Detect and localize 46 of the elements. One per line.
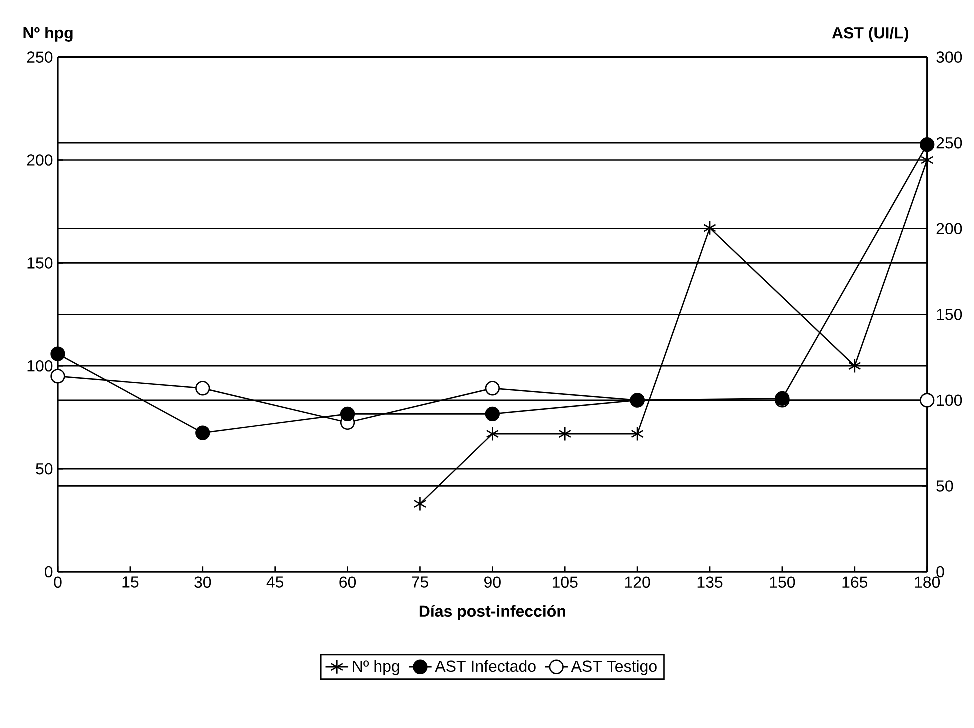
y2-tick-label: 100 — [937, 394, 962, 406]
x-tick-label: 45 — [266, 576, 284, 588]
point — [196, 381, 210, 396]
x-tick-label: 150 — [770, 576, 796, 588]
legend-label: AST Infectado — [435, 660, 536, 672]
y-tick-label: 50 — [36, 463, 53, 475]
y-axis-title: Nº hpg — [24, 26, 73, 42]
point — [848, 358, 862, 374]
y-tick-label: 200 — [27, 154, 53, 166]
y-tick-label: 100 — [28, 360, 53, 372]
x-tick-label: 120 — [625, 576, 650, 588]
y2-tick-label: 0 — [936, 566, 944, 578]
y2-tick-label: 50 — [936, 480, 954, 492]
x-tick-label: 180 — [915, 576, 940, 588]
x-tick-label: 15 — [122, 576, 139, 588]
point — [558, 426, 572, 442]
point — [340, 406, 356, 422]
legend-label: Nº hpg — [353, 660, 400, 676]
x-tick-label: 90 — [484, 576, 501, 588]
point — [631, 426, 644, 442]
x-tick-label: 75 — [412, 576, 428, 588]
x-tick-label: 30 — [194, 576, 212, 588]
point — [920, 137, 935, 152]
x-tick-label: 105 — [552, 576, 578, 588]
point — [485, 381, 500, 396]
point — [50, 346, 66, 362]
point — [196, 426, 210, 440]
x-axis-title: Días post-infección — [420, 605, 566, 620]
y-tick-label: 250 — [27, 52, 53, 63]
x-tick-label: 0 — [54, 576, 62, 588]
y2-tick-label: 300 — [936, 52, 962, 63]
y2-tick-label: 250 — [936, 137, 962, 149]
legend-label: AST Testigo — [571, 660, 657, 676]
y2-tick-label: 200 — [936, 223, 962, 235]
point — [704, 220, 716, 236]
point — [414, 496, 427, 512]
y2-axis-title: AST (UI/L) — [832, 27, 908, 42]
point — [920, 393, 935, 408]
x-tick-label: 60 — [340, 576, 356, 588]
y-tick-label: 0 — [45, 566, 53, 578]
point — [485, 406, 500, 422]
point — [486, 426, 500, 442]
x-tick-label: 165 — [842, 576, 868, 588]
x-tick-label: 135 — [698, 576, 723, 588]
y2-tick-label: 150 — [937, 309, 962, 320]
y-tick-label: 150 — [28, 258, 53, 269]
